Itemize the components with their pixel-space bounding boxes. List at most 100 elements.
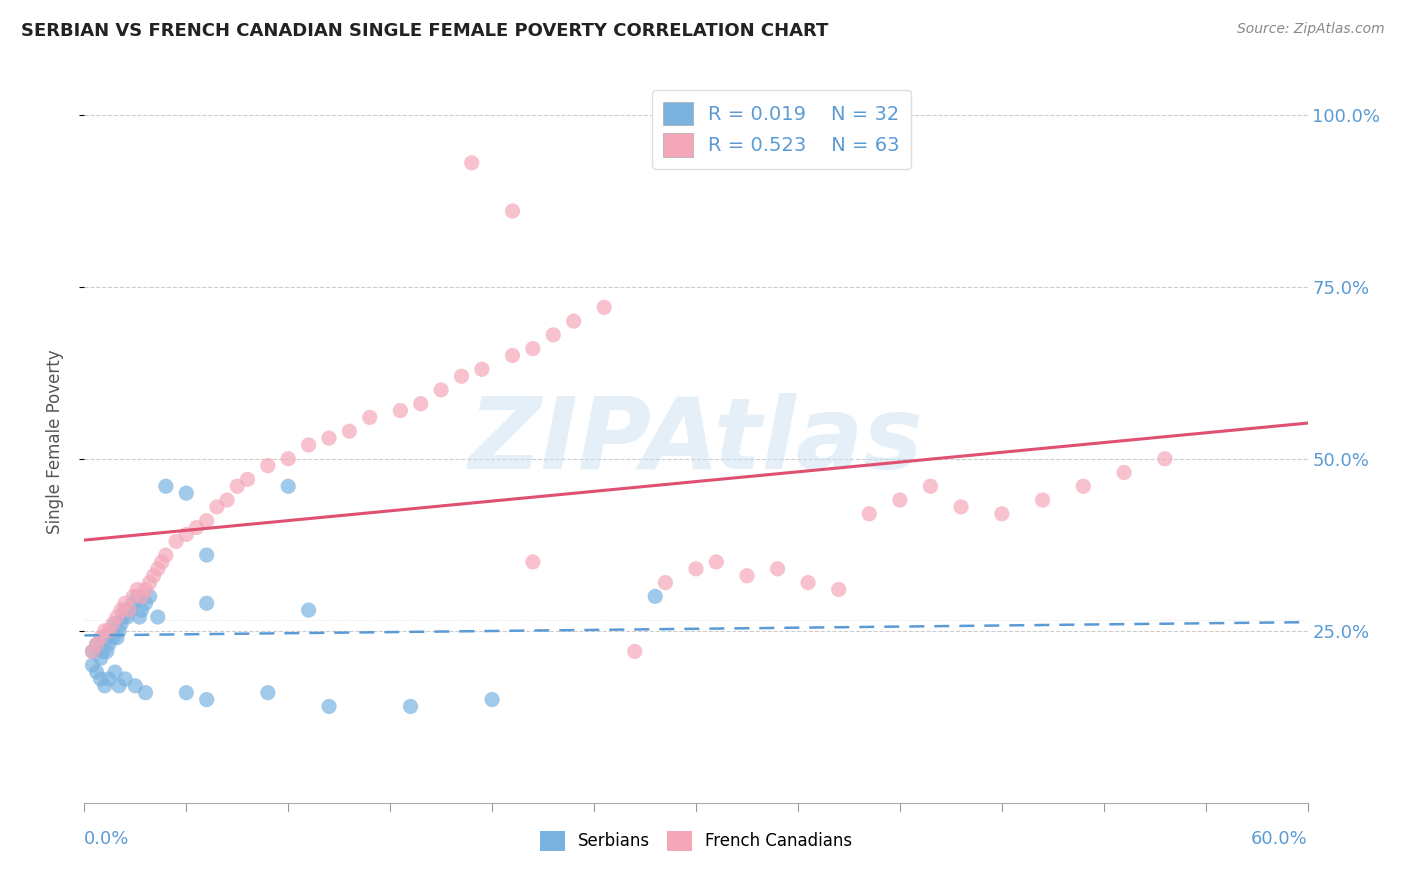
Point xyxy=(110,603,132,617)
Point xyxy=(389,403,412,417)
Point xyxy=(298,438,321,452)
Point xyxy=(138,590,160,604)
Point xyxy=(90,631,112,645)
Point xyxy=(522,342,544,356)
Point xyxy=(86,638,108,652)
Point xyxy=(138,575,160,590)
Point xyxy=(409,397,432,411)
Point xyxy=(104,665,127,679)
Point xyxy=(257,686,280,700)
Point xyxy=(97,624,120,638)
Text: ZIPAtlas: ZIPAtlas xyxy=(468,393,924,490)
Point xyxy=(339,424,361,438)
Point xyxy=(155,548,177,562)
Point xyxy=(93,631,115,645)
Point xyxy=(96,644,118,658)
Point xyxy=(135,596,157,610)
Point xyxy=(1154,451,1177,466)
Point xyxy=(115,610,138,624)
Point xyxy=(82,658,104,673)
Point xyxy=(950,500,973,514)
Text: Source: ZipAtlas.com: Source: ZipAtlas.com xyxy=(1237,22,1385,37)
Point xyxy=(461,156,484,170)
Point xyxy=(450,369,472,384)
Point xyxy=(108,624,131,638)
Point xyxy=(562,314,585,328)
Point xyxy=(101,616,124,631)
Point xyxy=(226,479,249,493)
Point xyxy=(114,603,136,617)
Point xyxy=(155,479,177,493)
Point xyxy=(502,204,524,219)
Point xyxy=(399,699,422,714)
Point xyxy=(118,603,141,617)
Point xyxy=(991,507,1014,521)
Y-axis label: Single Female Poverty: Single Female Poverty xyxy=(45,350,63,533)
Point xyxy=(131,590,153,604)
Point xyxy=(195,514,218,528)
Point xyxy=(593,301,616,315)
Point xyxy=(128,610,150,624)
Point xyxy=(86,665,108,679)
Point xyxy=(735,568,758,582)
Point xyxy=(889,493,911,508)
Point xyxy=(318,699,340,714)
Point xyxy=(146,562,169,576)
Point xyxy=(706,555,728,569)
Point xyxy=(91,644,114,658)
Point xyxy=(97,638,120,652)
Point xyxy=(359,410,381,425)
Point xyxy=(205,500,228,514)
Point xyxy=(135,686,157,700)
Point xyxy=(1073,479,1095,493)
Point xyxy=(1032,493,1054,508)
Point xyxy=(195,596,218,610)
Point xyxy=(135,582,157,597)
Point xyxy=(124,679,146,693)
Point xyxy=(97,672,120,686)
Point xyxy=(471,362,494,376)
Point xyxy=(502,349,524,363)
Point xyxy=(174,527,197,541)
Point xyxy=(298,603,321,617)
Point xyxy=(797,575,820,590)
Point xyxy=(920,479,942,493)
Point xyxy=(685,562,707,576)
Point xyxy=(114,672,136,686)
Point xyxy=(101,631,124,645)
Text: 60.0%: 60.0% xyxy=(1251,830,1308,848)
Point xyxy=(110,616,132,631)
Point xyxy=(217,493,239,508)
Point xyxy=(522,555,544,569)
Point xyxy=(127,582,149,597)
Point xyxy=(82,644,104,658)
Text: 0.0%: 0.0% xyxy=(84,830,129,848)
Point xyxy=(430,383,453,397)
Point xyxy=(858,507,880,521)
Point xyxy=(112,610,135,624)
Point xyxy=(195,548,218,562)
Point xyxy=(105,631,128,645)
Point xyxy=(277,479,299,493)
Point xyxy=(644,590,666,604)
Point xyxy=(195,692,218,706)
Point xyxy=(100,624,122,638)
Point xyxy=(90,672,112,686)
Point xyxy=(146,610,169,624)
Point xyxy=(86,638,108,652)
Point xyxy=(93,679,115,693)
Point xyxy=(127,590,149,604)
Point xyxy=(105,610,128,624)
Point xyxy=(174,486,197,500)
Point xyxy=(277,451,299,466)
Point xyxy=(236,472,259,486)
Point xyxy=(82,644,104,658)
Point xyxy=(120,603,142,617)
Point xyxy=(114,596,136,610)
Point xyxy=(131,603,153,617)
Point xyxy=(142,568,165,582)
Point xyxy=(318,431,340,445)
Point xyxy=(481,692,503,706)
Point xyxy=(122,596,145,610)
Legend: Serbians, French Canadians: Serbians, French Canadians xyxy=(531,822,860,860)
